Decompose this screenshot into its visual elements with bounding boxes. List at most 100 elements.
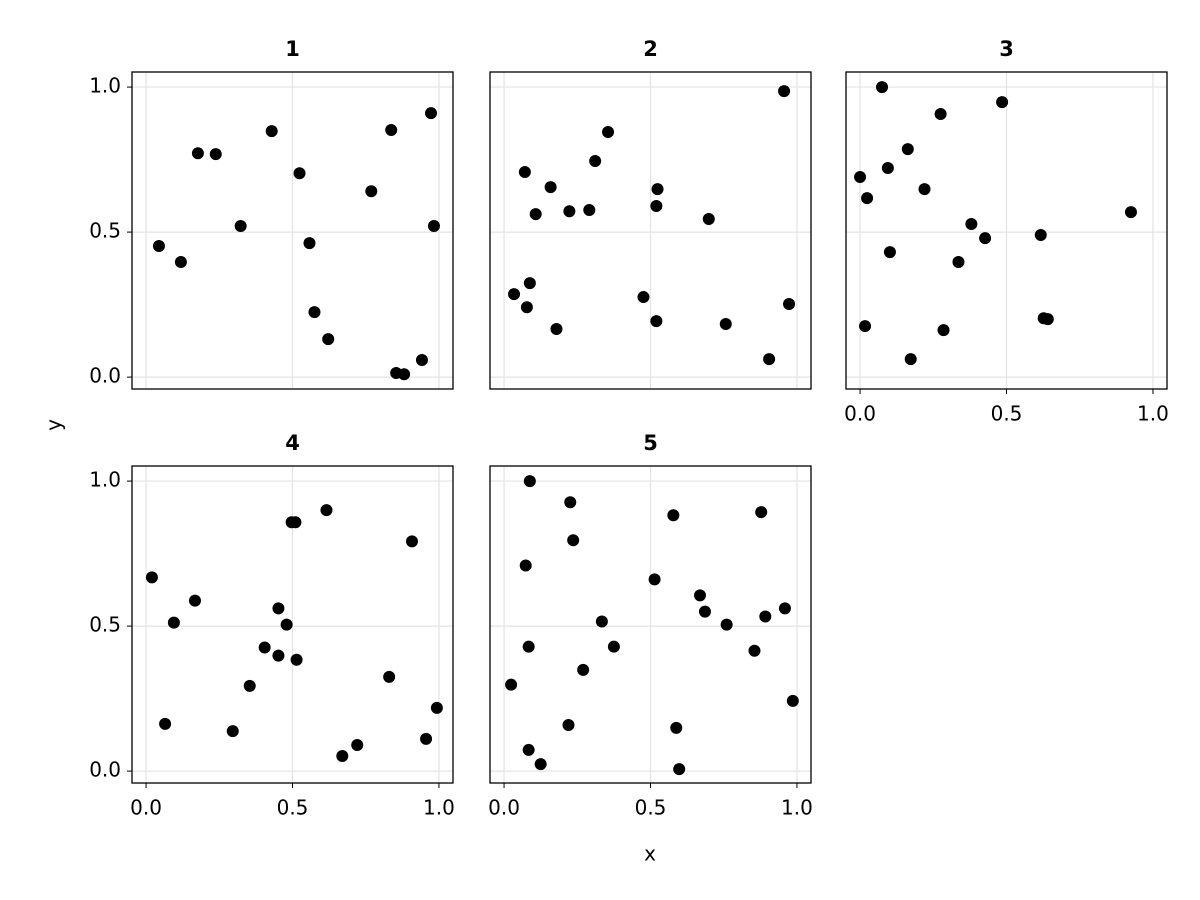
point — [901, 143, 914, 156]
point — [670, 721, 683, 734]
point — [522, 640, 535, 653]
point — [755, 506, 768, 519]
panel-frame — [131, 465, 454, 784]
point — [520, 301, 533, 314]
point — [425, 107, 438, 120]
point — [637, 291, 650, 304]
x-tick-label: 0.0 — [844, 402, 876, 426]
point — [607, 640, 620, 653]
point — [519, 559, 532, 572]
point — [191, 147, 204, 160]
point — [289, 516, 302, 529]
point — [783, 298, 796, 311]
point — [698, 605, 711, 618]
point — [786, 694, 799, 707]
point — [563, 205, 576, 218]
point — [763, 353, 776, 366]
panel-title: 4 — [285, 431, 300, 455]
point — [1041, 313, 1054, 326]
point — [415, 353, 428, 366]
point — [234, 220, 247, 233]
point — [152, 240, 165, 253]
point — [1124, 206, 1137, 219]
y-tick-label: 1.0 — [89, 468, 121, 492]
point — [534, 758, 547, 771]
point — [861, 192, 874, 205]
point — [693, 589, 706, 602]
point — [265, 125, 278, 138]
point — [258, 641, 271, 654]
point — [748, 644, 761, 657]
point — [518, 166, 531, 179]
point — [759, 610, 772, 623]
panel-frame — [489, 465, 812, 784]
point — [602, 126, 615, 139]
y-tick-label: 1.0 — [89, 74, 121, 98]
point — [508, 288, 521, 301]
point — [564, 496, 577, 509]
point — [505, 678, 518, 691]
y-axis-label: y — [42, 419, 66, 431]
point — [702, 213, 715, 226]
point — [595, 615, 608, 628]
point — [650, 315, 663, 328]
point — [398, 368, 411, 381]
point — [881, 161, 894, 174]
point — [876, 81, 889, 94]
x-tick-label: 0.0 — [488, 796, 520, 820]
panel-frame — [845, 71, 1168, 390]
point — [272, 602, 285, 615]
point — [383, 670, 396, 683]
point — [529, 208, 542, 221]
point — [550, 322, 563, 335]
point — [405, 535, 418, 548]
point — [385, 124, 398, 137]
point — [778, 602, 791, 615]
point — [859, 320, 872, 333]
point — [145, 571, 158, 584]
panel-title: 2 — [643, 37, 658, 61]
point — [365, 185, 378, 198]
panel-title: 1 — [285, 37, 300, 61]
x-axis-label: x — [644, 842, 656, 866]
point — [996, 96, 1009, 109]
panel-title: 3 — [999, 37, 1014, 61]
point — [979, 232, 992, 245]
point — [904, 353, 917, 366]
y-tick-label: 0.0 — [89, 364, 121, 388]
point — [952, 255, 965, 268]
point — [719, 318, 732, 331]
x-tick-label: 0.5 — [277, 796, 309, 820]
point — [293, 167, 306, 180]
point — [720, 618, 733, 631]
point — [427, 220, 440, 233]
point — [272, 649, 285, 662]
point — [420, 732, 433, 745]
point — [650, 199, 663, 212]
point — [174, 255, 187, 268]
point — [1034, 228, 1047, 241]
point — [209, 148, 222, 161]
point — [280, 618, 293, 631]
point — [918, 183, 931, 196]
point — [351, 739, 364, 752]
point — [303, 237, 316, 250]
panel-frame — [131, 71, 454, 390]
x-tick-label: 0.0 — [130, 796, 162, 820]
point — [336, 750, 349, 763]
point — [320, 504, 333, 517]
point — [290, 653, 303, 666]
x-tick-label: 1.0 — [423, 796, 455, 820]
panel-title: 5 — [643, 431, 658, 455]
point — [188, 594, 201, 607]
point — [522, 743, 535, 756]
point — [322, 333, 335, 346]
point — [544, 181, 557, 194]
x-tick-label: 0.5 — [991, 402, 1023, 426]
point — [854, 170, 867, 183]
point — [883, 246, 896, 259]
point — [648, 573, 661, 586]
point — [965, 217, 978, 230]
